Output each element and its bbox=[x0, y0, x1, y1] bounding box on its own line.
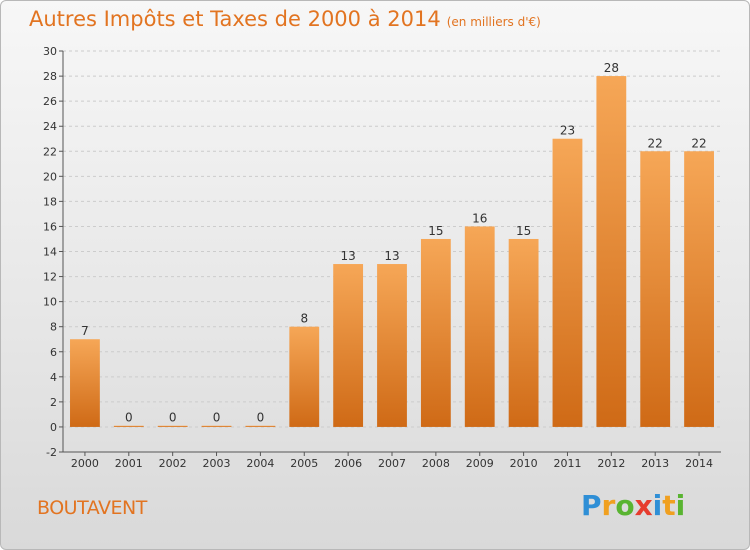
y-tick-label: 0 bbox=[50, 421, 57, 434]
y-tick-label: 24 bbox=[43, 120, 57, 133]
logo-letter: i bbox=[652, 489, 663, 522]
x-tick-label: 2012 bbox=[597, 457, 625, 470]
x-tick-label: 2006 bbox=[334, 457, 362, 470]
bar-2000 bbox=[70, 339, 100, 427]
x-tick-label: 2010 bbox=[510, 457, 538, 470]
x-tick-label: 2013 bbox=[641, 457, 669, 470]
x-tick-label: 2009 bbox=[466, 457, 494, 470]
y-tick-label: 14 bbox=[43, 246, 57, 259]
logo-letter: t bbox=[662, 489, 676, 522]
y-tick-label: -2 bbox=[46, 446, 57, 459]
value-label: 28 bbox=[604, 61, 619, 75]
y-tick-label: 30 bbox=[43, 45, 57, 58]
logo-letter: r bbox=[601, 489, 616, 522]
bar-2003 bbox=[201, 425, 232, 427]
chart-title-text: Autres Impôts et Taxes de 2000 à 2014 bbox=[29, 7, 441, 31]
value-label: 22 bbox=[648, 136, 663, 150]
axes bbox=[59, 50, 721, 456]
x-tick-label: 2004 bbox=[246, 457, 274, 470]
value-label: 15 bbox=[428, 224, 443, 238]
bar-2014 bbox=[684, 151, 714, 427]
x-tick-label: 2003 bbox=[203, 457, 231, 470]
y-tick-label: 22 bbox=[43, 145, 57, 158]
y-tick-label: 16 bbox=[43, 220, 57, 233]
value-label: 0 bbox=[213, 411, 221, 425]
value-label: 0 bbox=[125, 411, 133, 425]
y-tick-label: 12 bbox=[43, 271, 57, 284]
chart-unit: (en milliers d'€) bbox=[446, 15, 541, 29]
y-tick-label: 20 bbox=[43, 170, 57, 183]
value-label: 16 bbox=[472, 211, 487, 225]
commune-name: BOUTAVENT bbox=[37, 497, 147, 519]
chart-title: Autres Impôts et Taxes de 2000 à 2014 (en… bbox=[29, 7, 541, 31]
y-tick-label: 6 bbox=[50, 346, 57, 359]
value-label: 13 bbox=[340, 249, 355, 263]
bar-2002 bbox=[157, 425, 188, 427]
x-tick-label: 2002 bbox=[159, 457, 187, 470]
x-tick-label: 2007 bbox=[378, 457, 406, 470]
bar-2004 bbox=[245, 425, 276, 427]
bar-2012 bbox=[596, 76, 627, 427]
value-label: 8 bbox=[300, 312, 308, 326]
x-tick-label: 2008 bbox=[422, 457, 450, 470]
y-tick-label: 2 bbox=[50, 396, 57, 409]
bar-2001 bbox=[113, 425, 144, 427]
proxiti-logo: Proxiti bbox=[581, 489, 685, 522]
y-tick-label: 18 bbox=[43, 195, 57, 208]
value-label: 15 bbox=[516, 224, 531, 238]
value-label: 13 bbox=[384, 249, 399, 263]
bar-2013 bbox=[640, 151, 671, 427]
x-tick-label: 2011 bbox=[553, 457, 581, 470]
bars bbox=[70, 76, 714, 427]
logo-letter: o bbox=[615, 489, 635, 522]
bar-2007 bbox=[377, 264, 407, 427]
x-tick-label: 2000 bbox=[71, 457, 99, 470]
logo-letter: i bbox=[675, 489, 686, 522]
y-tick-label: 8 bbox=[50, 321, 57, 334]
value-label: 23 bbox=[560, 124, 575, 138]
x-tick-label: 2014 bbox=[685, 457, 713, 470]
logo-letter: x bbox=[634, 489, 653, 522]
y-tick-label: 10 bbox=[43, 296, 57, 309]
logo-letter: P bbox=[581, 489, 602, 522]
value-label: 0 bbox=[169, 411, 177, 425]
bar-2005 bbox=[289, 326, 320, 427]
bar-2009 bbox=[464, 226, 495, 427]
x-tick-label: 2005 bbox=[290, 457, 318, 470]
y-tick-label: 28 bbox=[43, 70, 57, 83]
bar-2008 bbox=[420, 238, 451, 427]
value-label: 22 bbox=[691, 136, 706, 150]
labels: -202468101214161820222426283020007200102… bbox=[43, 45, 713, 470]
bar-2006 bbox=[333, 264, 364, 427]
x-tick-label: 2001 bbox=[115, 457, 143, 470]
bar-2011 bbox=[552, 138, 583, 427]
value-label: 0 bbox=[257, 411, 265, 425]
bar-2010 bbox=[508, 238, 539, 427]
y-tick-label: 26 bbox=[43, 95, 57, 108]
y-tick-label: 4 bbox=[50, 371, 57, 384]
value-label: 7 bbox=[81, 324, 89, 338]
